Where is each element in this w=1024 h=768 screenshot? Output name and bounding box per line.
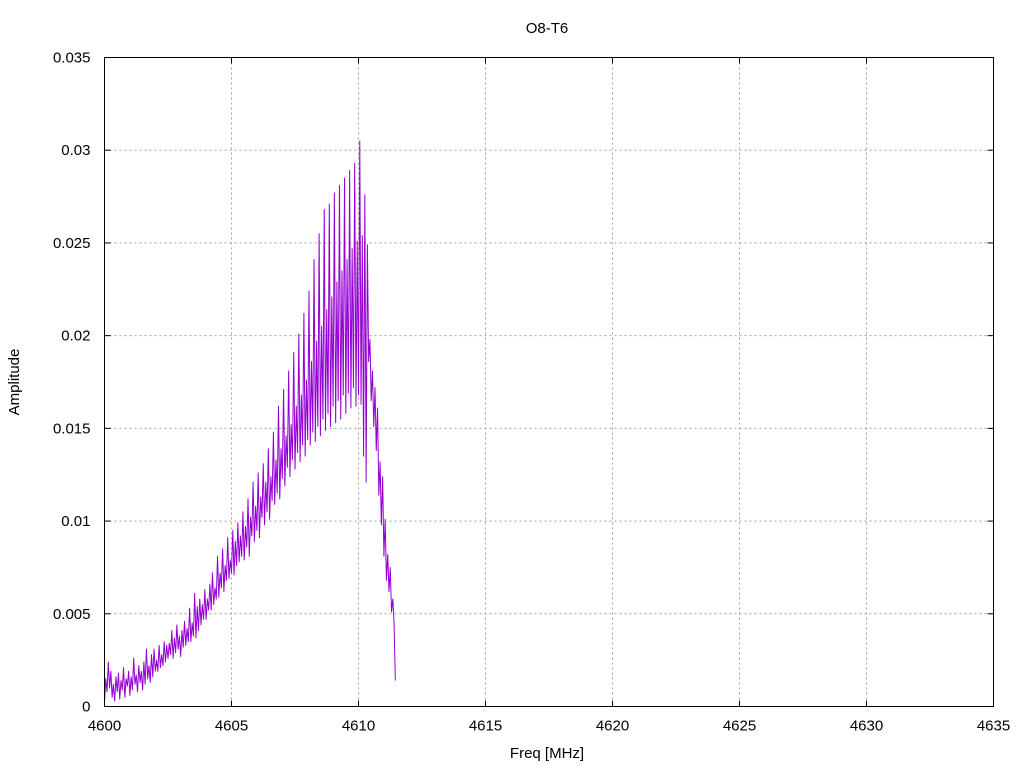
- y-tick-label: 0.01: [61, 513, 90, 530]
- x-tick-label: 4620: [596, 718, 629, 735]
- x-tick-labels: 4600 4605 4610 4615 4620 4625 4630 4635: [88, 718, 1010, 735]
- y-tick-label: 0.015: [53, 420, 91, 437]
- x-tick-label: 4630: [850, 718, 883, 735]
- x-tick-label: 4615: [469, 718, 502, 735]
- x-tick-label: 4610: [342, 718, 375, 735]
- x-tick-label: 4625: [723, 718, 756, 735]
- y-tick-label: 0.025: [53, 235, 91, 252]
- y-tick-label: 0.02: [61, 328, 90, 345]
- y-tick-labels: 0 0.005 0.01 0.015 0.02 0.025 0.03 0.035: [53, 50, 91, 716]
- y-tick-label: 0.035: [53, 50, 91, 67]
- y-tick-label: 0: [82, 699, 90, 716]
- x-axis-label: Freq [MHz]: [510, 745, 584, 762]
- y-axis-label: Amplitude: [6, 349, 23, 416]
- y-tick-label: 0.03: [61, 142, 90, 159]
- x-tick-label: 4635: [977, 718, 1010, 735]
- x-tick-label: 4600: [88, 718, 121, 735]
- grid-lines: [104, 57, 994, 707]
- x-tick-label: 4605: [215, 718, 248, 735]
- chart-title: O8-T6: [526, 20, 569, 37]
- ticks: [104, 57, 994, 707]
- series-line: [104, 140, 396, 703]
- y-tick-label: 0.005: [53, 606, 91, 623]
- series-layer: [104, 140, 396, 703]
- plot-frame: [104, 57, 994, 707]
